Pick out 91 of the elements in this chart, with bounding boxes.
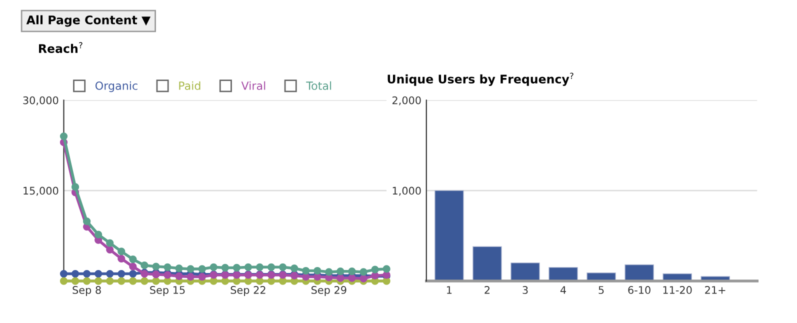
point xyxy=(186,265,194,273)
bar xyxy=(472,246,502,282)
bar xyxy=(624,264,654,282)
text: Organic xyxy=(95,81,138,92)
point xyxy=(118,248,126,256)
bar xyxy=(434,190,464,282)
y-tick-label: 2,000 xyxy=(392,96,421,106)
point xyxy=(336,268,344,276)
point xyxy=(129,277,137,285)
point xyxy=(314,266,322,275)
point xyxy=(232,277,240,285)
point xyxy=(71,270,80,278)
point xyxy=(232,264,240,272)
point xyxy=(106,246,114,254)
point xyxy=(106,270,114,278)
point xyxy=(210,277,218,285)
point xyxy=(336,274,344,282)
point xyxy=(382,277,390,285)
point xyxy=(382,265,390,273)
chart-title: Unique Users by Frequency$^{?}$ xyxy=(388,72,574,86)
bar xyxy=(510,262,540,282)
point xyxy=(198,272,206,281)
x-tick-label: Sep 29 xyxy=(311,286,346,296)
point xyxy=(302,266,310,275)
point xyxy=(129,270,137,278)
point xyxy=(278,277,287,285)
point xyxy=(164,277,172,285)
point xyxy=(94,230,102,238)
text: Viral xyxy=(241,81,266,90)
point xyxy=(60,270,68,278)
text: Total xyxy=(306,81,332,90)
x-tick-label: 11-20 xyxy=(663,286,692,294)
x-tick-label: Sep 22 xyxy=(230,286,266,296)
point xyxy=(325,268,333,276)
point xyxy=(256,277,264,285)
x-tick-label: 6-10 xyxy=(628,286,650,294)
point xyxy=(244,263,252,271)
point xyxy=(360,268,368,276)
point xyxy=(106,239,114,247)
point xyxy=(129,255,137,264)
point xyxy=(290,264,298,272)
point xyxy=(348,268,356,276)
point xyxy=(175,272,183,280)
x-tick-label: 3 xyxy=(522,286,528,294)
point xyxy=(175,264,183,272)
point xyxy=(94,270,102,278)
point xyxy=(360,274,368,282)
point xyxy=(348,274,356,282)
point xyxy=(210,263,218,271)
text: Paid xyxy=(179,81,200,90)
point xyxy=(198,265,206,273)
y-tick-label: 15,000 xyxy=(24,186,58,196)
x-tick-label: 2 xyxy=(484,286,490,294)
point xyxy=(186,272,194,281)
point xyxy=(129,262,137,270)
point xyxy=(94,277,102,285)
point xyxy=(267,277,276,285)
point xyxy=(140,262,148,270)
point xyxy=(244,277,252,285)
x-tick-label: 21+ xyxy=(705,286,726,294)
point xyxy=(221,264,229,272)
point xyxy=(371,266,379,274)
y-tick-label: 30,000 xyxy=(23,96,58,106)
x-tick-label: Sep 15 xyxy=(150,286,185,296)
x-tick-label: Sep 8 xyxy=(72,286,101,296)
point xyxy=(164,263,172,271)
bar xyxy=(548,267,578,282)
point xyxy=(278,263,287,271)
point xyxy=(106,277,114,285)
point xyxy=(152,262,160,270)
x-tick-label: 1 xyxy=(447,286,452,294)
point xyxy=(60,277,68,285)
x-tick-label: 4 xyxy=(560,286,566,294)
y-tick-label: 1,000 xyxy=(392,186,421,196)
point xyxy=(152,277,160,285)
point xyxy=(71,277,80,285)
point xyxy=(267,263,276,271)
point xyxy=(82,270,91,278)
point xyxy=(256,263,264,271)
point xyxy=(71,183,80,191)
point xyxy=(221,277,229,285)
chart-title: Reach$^{?}$ xyxy=(39,42,82,53)
x-tick-label: 5 xyxy=(598,286,604,294)
point xyxy=(82,218,91,226)
point xyxy=(140,277,148,285)
point xyxy=(118,277,126,285)
point xyxy=(118,270,126,278)
point xyxy=(82,277,91,285)
point xyxy=(118,254,126,263)
point xyxy=(60,132,68,140)
text: All Page Content ▼ xyxy=(26,15,151,27)
